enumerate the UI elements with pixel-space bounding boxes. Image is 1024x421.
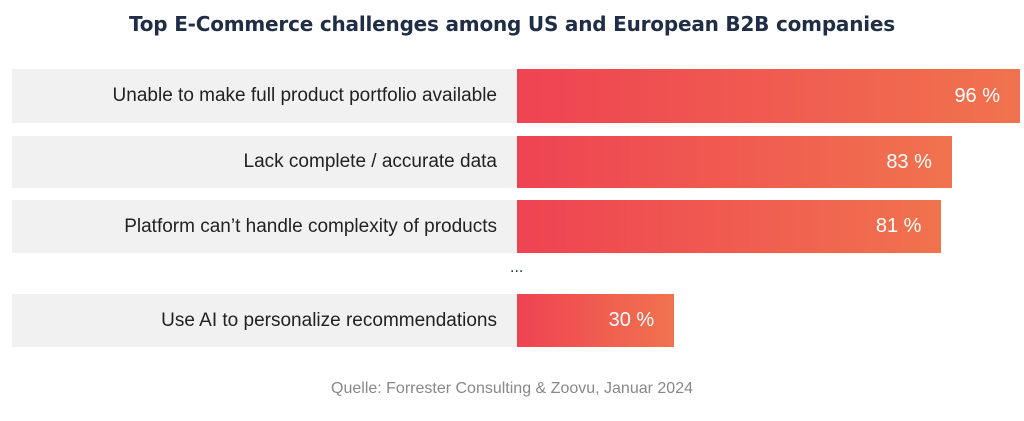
bar: 30 % <box>517 294 675 347</box>
value-label: 96 % <box>954 84 1001 107</box>
bar: 81 % <box>517 200 942 253</box>
category-label: Use AI to personalize recommendations <box>12 294 517 347</box>
bar: 83 % <box>517 136 952 188</box>
category-label: Platform can’t handle complexity of prod… <box>12 200 517 253</box>
value-label: 83 % <box>886 150 932 173</box>
chart-title: Top E-Commerce challenges among US and E… <box>128 12 895 36</box>
value-label: 30 % <box>608 309 655 331</box>
bar: 96 % <box>517 69 1021 123</box>
source-note: Quelle: Forrester Consulting & Zoovu, Ja… <box>331 380 693 397</box>
category-label: Lack complete / accurate data <box>12 136 517 188</box>
value-label: 81 % <box>875 215 922 237</box>
category-label: Unable to make full product portfolio av… <box>12 69 517 123</box>
gap-marker: ... <box>510 260 524 276</box>
